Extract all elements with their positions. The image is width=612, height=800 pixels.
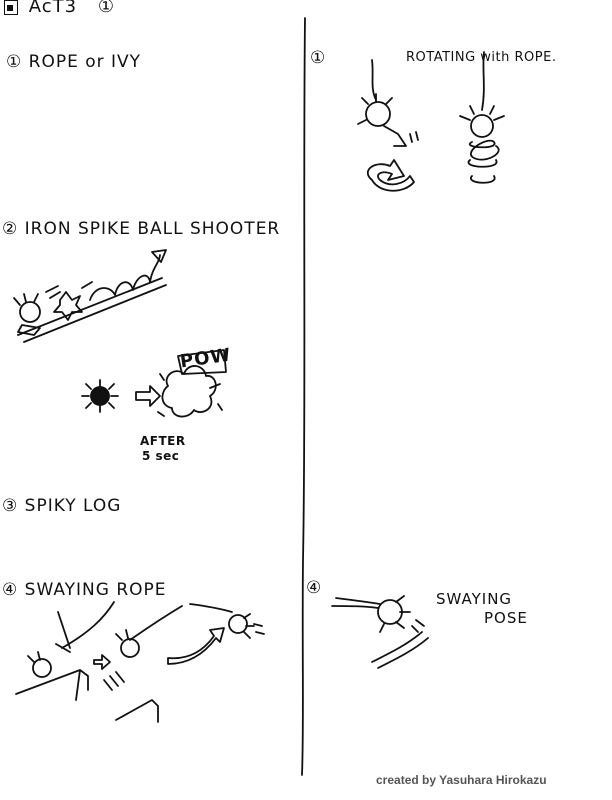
item-2-label: ② IRON SPIKE BALL SHOOTER <box>2 219 281 239</box>
character-1-spikes <box>27 651 41 663</box>
platform-right <box>115 699 159 723</box>
launch-arc <box>89 254 161 301</box>
rotating-character-1-spikes <box>357 93 393 125</box>
swing-arrow <box>167 627 225 665</box>
speed-lines <box>45 281 93 299</box>
right-item-1-label: ROTATING with ROPE. <box>406 50 557 65</box>
platform-left <box>15 669 89 701</box>
spike-ball-small <box>53 291 83 321</box>
motion-lines <box>103 671 125 691</box>
item-4-label: ④ SWAYING ROPE <box>2 580 167 600</box>
right-item-4-num: ④ <box>306 578 323 598</box>
character-feet <box>17 324 41 336</box>
rope-swing-1 <box>61 601 115 649</box>
act-marker: ① <box>97 0 115 17</box>
rotating-character-2 <box>470 114 494 138</box>
sway-rope-2 <box>331 605 379 609</box>
rotating-character-2-spikes <box>459 105 505 121</box>
rotation-arrow <box>366 159 415 192</box>
swaying-character-spikes <box>379 595 411 633</box>
motion-lines-2 <box>253 623 265 635</box>
center-divider <box>301 17 306 776</box>
launcher-ramp <box>17 277 167 343</box>
rope-left <box>371 59 377 101</box>
sway-lines <box>371 631 429 669</box>
motion-lines-3 <box>409 131 419 143</box>
debris <box>157 373 223 417</box>
swaying-character <box>377 599 403 625</box>
character-head <box>19 301 41 323</box>
right-item-1-num: ① <box>310 48 327 68</box>
right-arrow <box>135 385 161 407</box>
motion-lines-4 <box>411 619 425 633</box>
rotation-swirl <box>467 139 500 184</box>
header: AcT3 ① <box>4 0 115 17</box>
spike-ball-spikes <box>81 379 119 413</box>
rotating-character-1-feet <box>383 125 407 147</box>
after-note: AFTER 5 sec <box>140 434 186 463</box>
character-spikes <box>13 293 39 306</box>
item-1-label: ① ROPE or IVY <box>6 52 142 72</box>
credit: created by Yasuhara Hirokazu <box>376 773 547 787</box>
rope-swing-3 <box>189 603 233 613</box>
character-2 <box>120 638 140 658</box>
spike-ball <box>90 386 110 406</box>
page-title: AcT3 <box>28 0 78 17</box>
sway-rope <box>335 597 381 605</box>
pow-burst <box>177 349 227 375</box>
item-3-label: ③ SPIKY LOG <box>2 496 122 516</box>
rotating-character-1 <box>365 101 391 127</box>
page-icon <box>4 0 18 15</box>
rope-anchor <box>55 611 71 653</box>
arrow-small <box>93 654 111 670</box>
character-3-spikes <box>243 613 255 639</box>
character-1 <box>32 658 52 678</box>
rope-right <box>481 51 485 111</box>
rope-swing-2 <box>129 605 183 641</box>
arrow-head <box>151 249 167 263</box>
character-3 <box>228 614 248 634</box>
right-item-4-label: SWAYING POSE <box>436 590 528 627</box>
character-2-spikes <box>115 629 129 641</box>
